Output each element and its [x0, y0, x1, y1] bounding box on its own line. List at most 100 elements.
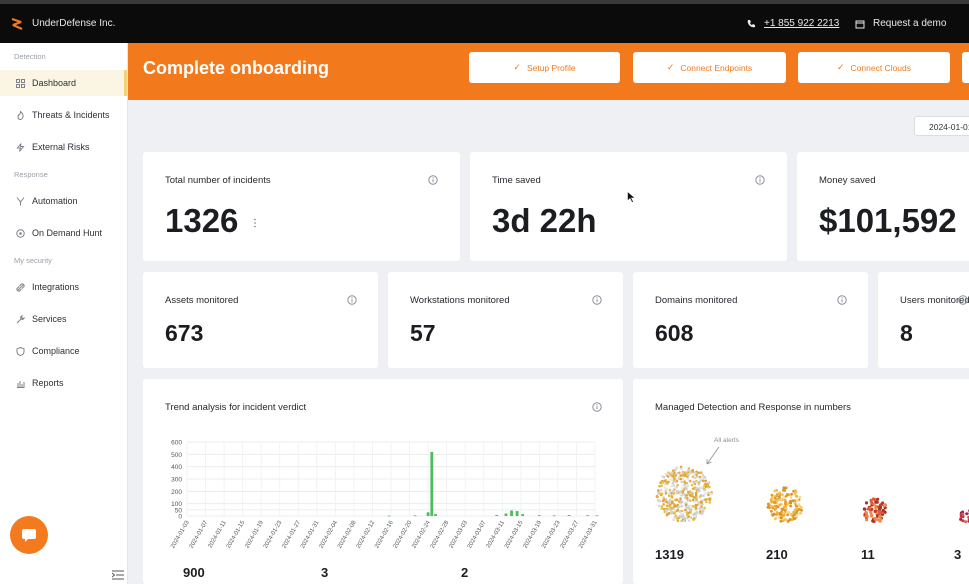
chart-bar	[510, 510, 513, 516]
bubble-dot	[679, 490, 682, 493]
bubble-dot	[665, 498, 668, 501]
request-demo-label: Request a demo	[873, 18, 947, 29]
sidebar-item-label: Reports	[32, 378, 64, 388]
stat-label: Total number of incidents	[165, 175, 271, 186]
stat-label: Time saved	[492, 175, 541, 186]
bubble-dot	[659, 481, 662, 485]
sidebar-item-compliance[interactable]: Compliance	[0, 338, 127, 364]
bubble-dot	[707, 493, 710, 497]
bubble-dot	[673, 518, 676, 521]
brand[interactable]: UnderDefense Inc.	[10, 17, 115, 31]
stat-card-users: Users monitored 8	[878, 272, 969, 368]
chart-bar	[521, 514, 525, 516]
info-icon[interactable]	[347, 295, 357, 305]
bubble-dot	[680, 480, 684, 484]
bubble-dot	[685, 484, 688, 487]
bubble-dot	[708, 497, 711, 501]
bubble-dot	[694, 491, 698, 495]
setup-profile-button[interactable]: ✓ Setup Profile	[469, 52, 620, 83]
bubble-dot	[693, 476, 697, 480]
sidebar-item-services[interactable]: Services	[0, 306, 127, 332]
sidebar-item-on-demand-hunt[interactable]: On Demand Hunt	[0, 220, 127, 246]
chart-bar	[515, 511, 519, 516]
sidebar-item-external-risks[interactable]: External Risks	[0, 134, 127, 160]
collapse-sidebar-icon[interactable]	[112, 570, 124, 580]
y-tick-label: 400	[171, 464, 182, 471]
info-icon[interactable]	[958, 295, 968, 305]
bubble-dot	[687, 511, 690, 515]
bubble-dot	[789, 501, 793, 505]
x-tick-label: 2024-03-31	[578, 519, 599, 549]
connect-endpoints-button[interactable]: ✓ Connect Endpoints	[633, 52, 786, 83]
step-label: Connect Clouds	[850, 62, 912, 73]
bubble-dot	[791, 499, 795, 503]
bubble-dot	[693, 500, 696, 504]
bubble-dot	[703, 498, 707, 501]
bubble-dot	[691, 487, 695, 491]
bubble-dot	[698, 495, 702, 498]
info-icon[interactable]	[592, 295, 602, 305]
chart-bar	[426, 512, 430, 516]
chart-bar	[595, 515, 599, 517]
bubble-dot	[869, 513, 873, 517]
bubble-dot	[694, 512, 698, 515]
bubble-dot	[688, 494, 692, 497]
bubble-dot	[782, 486, 786, 490]
sidebar-item-threats[interactable]: Threats & Incidents	[0, 102, 127, 128]
chat-bubble-icon	[22, 529, 36, 542]
shield-icon	[16, 346, 25, 356]
kebab-icon[interactable]	[253, 218, 257, 228]
sidebar-item-automation[interactable]: Automation	[0, 188, 127, 214]
bubble-dot	[784, 494, 788, 498]
bubble-dot	[769, 498, 773, 501]
stat-card-domains: Domains monitored 608	[633, 272, 868, 368]
step-label: Connect Endpoints	[680, 62, 753, 73]
bubble-dot	[781, 493, 784, 497]
info-icon[interactable]	[592, 402, 602, 412]
sidebar-item-reports[interactable]: Reports	[0, 370, 127, 396]
bubble-dot	[676, 472, 679, 475]
connect-clouds-button[interactable]: ✓ Connect Clouds	[798, 52, 950, 83]
stat-card-workstations: Workstations monitored 57	[388, 272, 623, 368]
bubble-dot	[784, 486, 788, 490]
info-icon[interactable]	[837, 295, 847, 305]
stat-value: $101,592	[819, 202, 957, 239]
onboarding-banner: Complete onboarding ✓ Setup Profile ✓ Conn…	[128, 43, 969, 100]
x-tick-label: 2024-02-20	[393, 519, 414, 549]
bubble-dot	[684, 508, 687, 512]
x-tick-label: 2024-01-27	[281, 519, 302, 549]
info-icon[interactable]	[428, 175, 438, 185]
sidebar-item-integrations[interactable]: Integrations	[0, 274, 127, 300]
x-tick-label: 2024-02-28	[430, 519, 451, 549]
mdr-value: 3	[954, 547, 962, 562]
bubble-dot	[770, 500, 773, 504]
bubble-dot	[799, 506, 803, 509]
stat-value: 608	[655, 320, 694, 346]
bubble-dot	[694, 498, 697, 502]
bubble-dot	[681, 474, 684, 477]
bubble-dot	[683, 474, 687, 478]
bubble-dot	[687, 469, 690, 472]
bubble-dot	[666, 482, 669, 485]
bubble-dot	[661, 499, 665, 503]
bubble-dot	[657, 492, 660, 495]
bubble-dot	[659, 488, 663, 492]
stat-card-money-saved: Money saved $101,592	[797, 152, 969, 261]
stat-card-incidents: Total number of incidents 1326	[143, 152, 460, 261]
phone-number: +1 855 922 2213	[764, 18, 840, 29]
stat-value: 8	[900, 320, 913, 346]
bubble-dot	[959, 517, 963, 521]
phone-link[interactable]: +1 855 922 2213	[746, 18, 839, 29]
bubble-dot	[793, 492, 797, 496]
sidebar-item-dashboard[interactable]: Dashboard	[0, 70, 127, 96]
bubble-dot	[664, 491, 668, 495]
bubble-dot	[672, 469, 675, 472]
date-filter[interactable]: 2024-01-01	[914, 116, 969, 136]
chat-button[interactable]	[10, 516, 48, 554]
bubble-dot	[695, 486, 699, 490]
next-step-button[interactable]	[962, 52, 969, 83]
bubble-dot	[794, 504, 798, 508]
underdefense-logo-icon	[11, 17, 23, 30]
info-icon[interactable]	[755, 175, 765, 185]
request-demo-link[interactable]: Request a demo	[855, 18, 946, 29]
